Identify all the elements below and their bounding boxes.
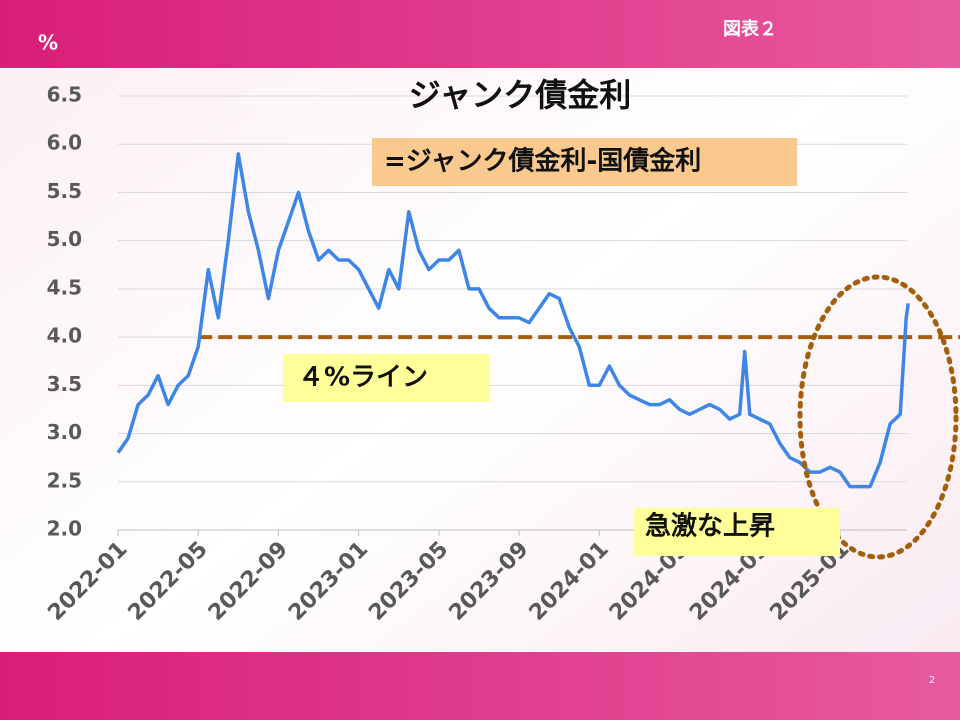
chart-title: ジャンク債金利 (409, 76, 631, 114)
unit-label: % (38, 31, 58, 55)
header-bar (0, 0, 960, 68)
y-tick-label: 2.5 (47, 468, 82, 492)
page-number: 2 (929, 675, 935, 686)
y-tick-label: 4.0 (47, 324, 82, 348)
annotation-box (283, 354, 490, 402)
highlight-ellipse (797, 274, 959, 560)
figure-label: 図表２ (723, 18, 777, 40)
annotation-box (634, 508, 840, 556)
y-tick-label: 5.0 (47, 227, 82, 251)
line-series (116, 152, 910, 489)
y-tick-label: 4.5 (47, 275, 82, 299)
y-tick-label: 3.0 (47, 420, 82, 444)
y-tick-label: 6.0 (47, 131, 82, 155)
annotation-box (372, 138, 797, 186)
annotation: =ジャンク債金利-国債金利 (384, 146, 701, 177)
y-tick-label: 3.5 (47, 372, 82, 396)
y-tick-label: 2.0 (47, 517, 82, 541)
footer-bar (0, 652, 960, 720)
y-tick-label: 6.5 (47, 83, 82, 107)
y-tick-label: 5.5 (47, 179, 82, 203)
annotation: 急激な上昇 (645, 511, 775, 542)
annotation: ４%ライン (298, 363, 428, 393)
